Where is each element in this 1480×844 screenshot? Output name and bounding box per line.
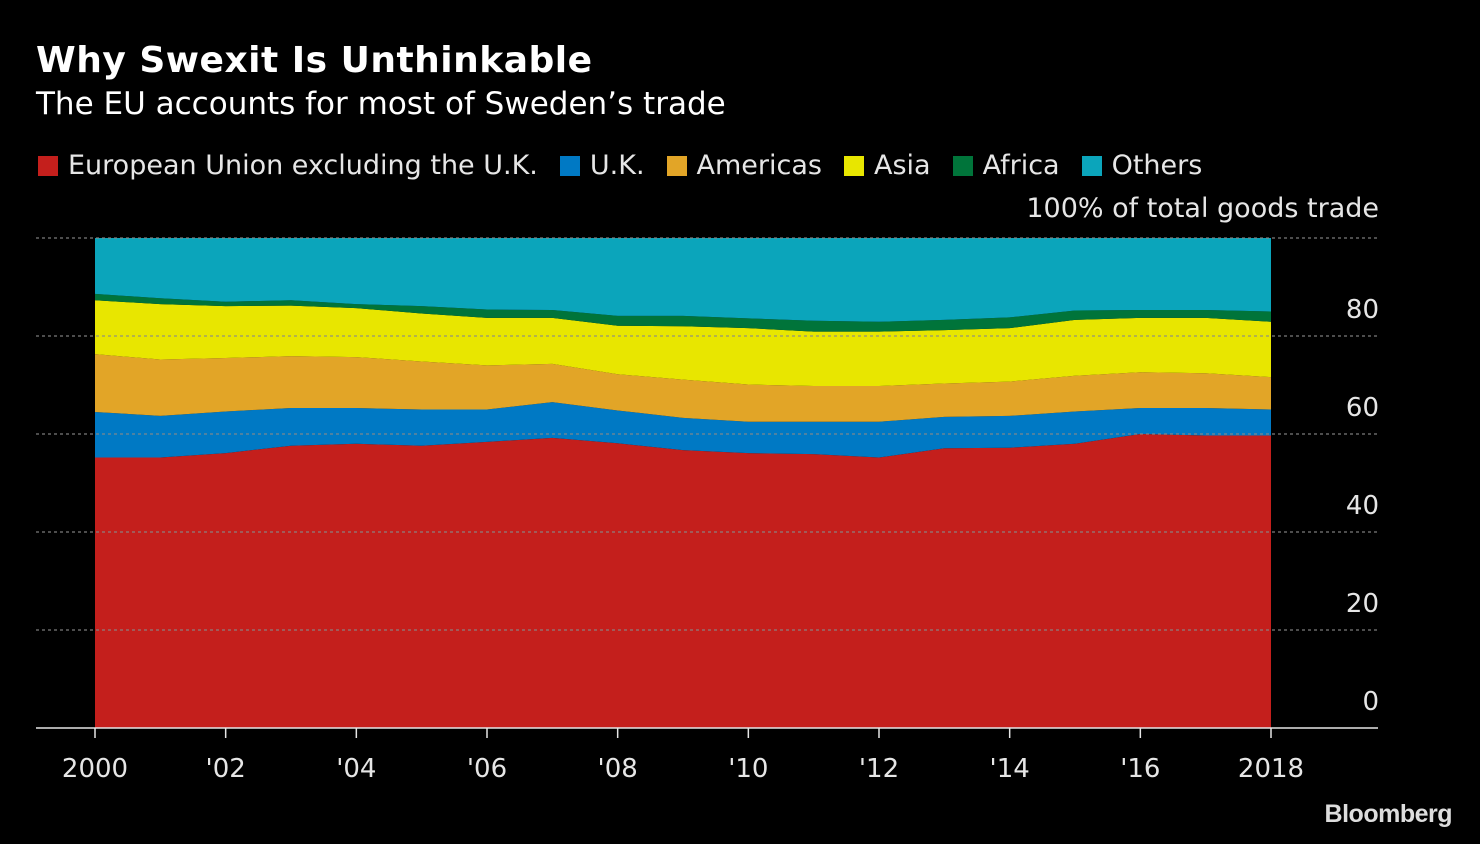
legend-swatch	[559, 155, 580, 176]
bloomberg-logo: Bloomberg	[1324, 800, 1453, 828]
area-americas	[95, 354, 1271, 422]
legend-label: Africa	[982, 150, 1060, 181]
legend-swatch	[952, 155, 973, 176]
legend-label: Asia	[873, 150, 931, 181]
x-tick-label: 2018	[1238, 754, 1304, 784]
legend-item: U.K.	[559, 150, 645, 181]
y-tick-label: 0	[1362, 687, 1379, 717]
legend-item: Asia	[843, 150, 931, 181]
legend: European Union excluding the U.K. U.K. Ame…	[38, 150, 1224, 181]
y-tick-label: 80	[1346, 295, 1379, 325]
area-others	[95, 238, 1271, 322]
legend-label: Americas	[696, 150, 822, 181]
y-tick-label: 20	[1346, 589, 1379, 619]
area-u-k	[95, 402, 1271, 458]
legend-swatch	[666, 155, 687, 176]
legend-label: U.K.	[589, 150, 645, 181]
x-tick-label: '10	[728, 754, 768, 784]
y-tick-label: 40	[1346, 491, 1379, 521]
x-tick-label: '16	[1120, 754, 1160, 784]
x-tick-label: 2000	[62, 754, 128, 784]
legend-swatch	[1081, 155, 1102, 176]
legend-item: Others	[1081, 150, 1203, 181]
legend-item: Americas	[666, 150, 822, 181]
x-tick-label: '12	[859, 754, 899, 784]
legend-item: European Union excluding the U.K.	[38, 150, 538, 181]
y-tick-label: 60	[1346, 393, 1379, 423]
legend-label: European Union excluding the U.K.	[68, 150, 538, 181]
x-tick-label: '08	[598, 754, 638, 784]
legend-item: Africa	[952, 150, 1060, 181]
legend-swatch	[38, 155, 58, 176]
area-asia	[95, 300, 1271, 386]
area-africa	[95, 293, 1271, 332]
y-axis-unit-label: 100% of total goods trade	[1026, 193, 1379, 224]
x-tick-label: '02	[206, 754, 246, 784]
x-tick-label: '06	[467, 754, 507, 784]
x-tick-label: '14	[990, 754, 1030, 784]
area-european-union-excluding-the-u-k	[95, 434, 1271, 728]
legend-swatch	[843, 155, 864, 176]
legend-label: Others	[1111, 150, 1203, 181]
chart-title: Why Swexit Is Unthinkable	[36, 40, 593, 81]
chart-subtitle: The EU accounts for most of Sweden’s tra…	[36, 86, 726, 122]
x-tick-label: '04	[336, 754, 376, 784]
